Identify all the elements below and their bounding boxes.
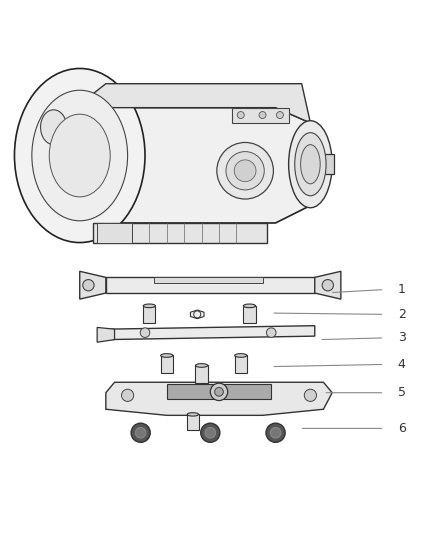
Polygon shape — [97, 327, 115, 342]
Bar — [187, 414, 198, 430]
Ellipse shape — [49, 114, 110, 197]
Ellipse shape — [187, 413, 198, 416]
Circle shape — [270, 427, 281, 438]
Text: 3: 3 — [398, 332, 406, 344]
Text: 6: 6 — [398, 422, 406, 435]
Polygon shape — [232, 108, 289, 123]
Polygon shape — [75, 84, 311, 123]
Circle shape — [201, 423, 220, 442]
Circle shape — [234, 160, 256, 182]
Text: 1: 1 — [398, 283, 406, 296]
Bar — [161, 356, 173, 373]
Circle shape — [121, 389, 134, 401]
Polygon shape — [154, 277, 262, 282]
Circle shape — [210, 383, 228, 400]
Polygon shape — [106, 277, 315, 293]
Text: 4: 4 — [398, 358, 406, 371]
Text: 5: 5 — [398, 386, 406, 399]
Ellipse shape — [244, 304, 255, 308]
Circle shape — [304, 389, 317, 401]
Circle shape — [215, 387, 223, 396]
Polygon shape — [106, 326, 315, 340]
Ellipse shape — [14, 68, 145, 243]
Bar — [244, 306, 255, 323]
Circle shape — [322, 279, 333, 291]
Polygon shape — [106, 382, 332, 415]
Ellipse shape — [143, 304, 155, 308]
Ellipse shape — [295, 133, 326, 196]
Circle shape — [266, 328, 276, 337]
Circle shape — [237, 111, 244, 118]
Circle shape — [226, 151, 264, 190]
Bar — [235, 356, 247, 373]
Circle shape — [140, 328, 150, 337]
Circle shape — [266, 423, 285, 442]
Circle shape — [276, 111, 283, 118]
Bar — [143, 306, 155, 323]
Circle shape — [259, 111, 266, 118]
Ellipse shape — [32, 90, 127, 221]
Ellipse shape — [300, 144, 320, 184]
Circle shape — [217, 142, 273, 199]
Ellipse shape — [235, 353, 247, 357]
Circle shape — [83, 279, 94, 291]
Polygon shape — [36, 140, 75, 173]
Bar — [311, 154, 334, 174]
Circle shape — [135, 427, 146, 438]
Polygon shape — [167, 384, 271, 399]
Circle shape — [205, 427, 215, 438]
Ellipse shape — [195, 364, 208, 367]
Ellipse shape — [289, 120, 332, 208]
Polygon shape — [93, 223, 267, 243]
Polygon shape — [80, 271, 106, 299]
Circle shape — [131, 423, 150, 442]
Polygon shape — [315, 271, 341, 299]
Ellipse shape — [161, 353, 173, 357]
Polygon shape — [75, 108, 311, 223]
Polygon shape — [97, 223, 132, 243]
Ellipse shape — [41, 110, 67, 144]
Polygon shape — [191, 310, 204, 319]
Text: 2: 2 — [398, 308, 406, 321]
Bar — [195, 366, 208, 383]
